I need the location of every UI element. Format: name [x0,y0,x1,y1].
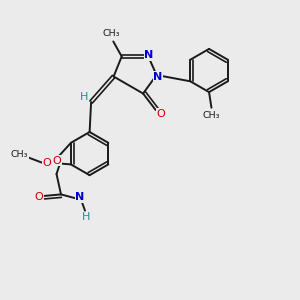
Text: O: O [157,109,166,118]
Text: H: H [81,212,90,222]
Text: N: N [144,50,154,60]
Text: CH₃: CH₃ [11,150,28,159]
Text: CH₃: CH₃ [203,111,220,120]
Text: O: O [43,158,51,168]
Text: CH₃: CH₃ [102,28,120,38]
Text: H: H [80,92,88,102]
Text: N: N [75,192,85,203]
Text: N: N [153,71,163,82]
Text: O: O [34,191,43,202]
Text: O: O [53,156,62,166]
